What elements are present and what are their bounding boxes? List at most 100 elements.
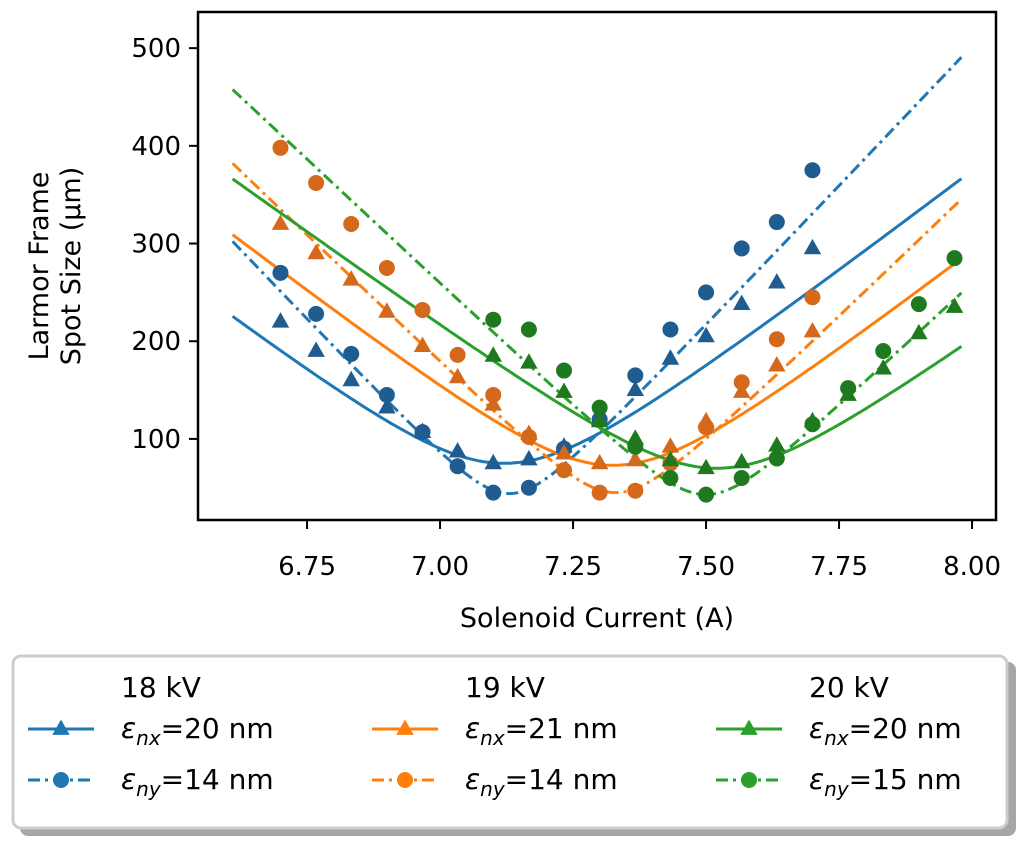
- series-0-point-7: [520, 449, 538, 466]
- legend: 18 kV εnx=20 nm εny=14 nm 19 kV εnx=21 nm εny…: [11, 654, 1016, 836]
- series-0-point-12: [697, 326, 715, 343]
- legend-header: 18 kV: [121, 671, 201, 704]
- series-5-point-10: [840, 380, 857, 397]
- series-5-point-4: [627, 438, 644, 455]
- series-5-point-9: [804, 416, 821, 433]
- series-3-fit-line: [231, 162, 963, 495]
- series-3-point-1: [308, 174, 325, 191]
- series-5-point-5: [662, 469, 679, 486]
- series-3-point-3: [378, 259, 395, 276]
- series-2-point-8: [555, 444, 573, 460]
- series-4-point-13: [945, 297, 964, 313]
- series-2-point-11: [661, 437, 680, 453]
- plot-area: [231, 56, 964, 503]
- y-tick-label: 400: [131, 132, 181, 162]
- legend-entry-label: εnx=20 nm: [121, 712, 274, 750]
- series-1-point-4: [414, 424, 431, 441]
- legend-marker-circle: [741, 772, 757, 788]
- series-0-point-11: [661, 349, 680, 365]
- series-0-point-15: [803, 238, 822, 255]
- series-3-point-15: [804, 289, 821, 306]
- legend-entry-label: εny=15 nm: [809, 763, 962, 801]
- legend-box: [11, 654, 1009, 830]
- legend-entry-label: εny=14 nm: [465, 763, 618, 801]
- series-0-point-0: [271, 312, 290, 328]
- y-axis-label-line1: Larmor Frame: [24, 172, 55, 361]
- series-5-point-7: [733, 469, 750, 486]
- series-4-point-8: [768, 436, 786, 452]
- x-tick-label: 7.75: [810, 552, 868, 582]
- legend-header: 20 kV: [809, 671, 889, 704]
- series-4-point-0: [484, 346, 502, 362]
- y-tick-label: 300: [131, 230, 181, 260]
- series-3-point-5: [449, 346, 466, 363]
- series-0-point-6: [484, 453, 502, 470]
- series-1-point-6: [485, 484, 502, 501]
- series-3-point-8: [556, 462, 573, 479]
- series-4-point-12: [910, 323, 928, 340]
- x-tick-label: 7.25: [544, 552, 602, 582]
- series-3-point-2: [343, 215, 360, 232]
- series-3-point-9: [591, 484, 608, 501]
- series-0-point-5: [448, 442, 467, 458]
- series-1-point-3: [378, 386, 395, 403]
- legend-marker-triangle: [740, 719, 758, 735]
- series-2-point-0: [271, 214, 290, 230]
- series-3-point-14: [768, 331, 785, 348]
- series-0-point-1: [307, 341, 325, 357]
- series-2-point-10: [626, 450, 645, 467]
- series-5-point-0: [485, 311, 502, 328]
- legend-entry-label: εnx=20 nm: [809, 712, 962, 750]
- series-0-point-3: [378, 398, 396, 414]
- x-tick-label: 6.75: [278, 552, 336, 582]
- series-1-point-15: [804, 162, 821, 179]
- series-0-point-10: [626, 380, 645, 396]
- series-2-point-15: [803, 321, 822, 338]
- series-4-point-11: [874, 359, 892, 375]
- series-4-point-7: [732, 452, 751, 469]
- series-5-point-3: [591, 399, 608, 416]
- series-2-point-14: [768, 356, 786, 372]
- legend-marker-triangle: [52, 719, 70, 735]
- series-5-point-12: [910, 296, 927, 313]
- x-tick-label: 8.00: [943, 552, 1001, 582]
- series-4-point-3: [590, 411, 609, 428]
- series-5-point-1: [520, 321, 537, 338]
- series-1-fit-line: [231, 56, 963, 496]
- series-5-point-8: [768, 450, 785, 467]
- series-1-point-14: [768, 214, 785, 231]
- series-2-point-2: [342, 270, 360, 286]
- series-2-point-5: [448, 367, 467, 384]
- legend-marker-triangle: [396, 719, 414, 735]
- series-2-point-4: [413, 336, 432, 352]
- series-0-point-2: [342, 370, 360, 387]
- series-3-point-12: [698, 419, 715, 436]
- series-1-point-12: [698, 284, 715, 301]
- series-1-point-1: [308, 305, 325, 322]
- legend-entry-label: εny=14 nm: [121, 763, 274, 801]
- series-1-point-5: [449, 458, 466, 475]
- series-4-point-5: [661, 450, 680, 467]
- x-tick-label: 7.50: [677, 552, 735, 582]
- series-1-point-7: [520, 479, 537, 496]
- series-5-point-6: [698, 486, 715, 503]
- series-5-point-2: [556, 362, 573, 379]
- series-3-point-7: [520, 428, 537, 445]
- x-axis: 6.75 7.00 7.25 7.50 7.75 8.00: [278, 520, 1001, 582]
- series-0-point-14: [768, 273, 786, 289]
- series-3-point-6: [485, 386, 502, 403]
- series-0-point-13: [732, 294, 751, 310]
- series-5-point-13: [946, 250, 963, 267]
- series-1-point-13: [733, 240, 750, 257]
- x-axis-label: Solenoid Current (A): [460, 603, 734, 634]
- series-group: [231, 56, 964, 503]
- series-3-point-4: [414, 301, 431, 318]
- series-2-point-9: [590, 453, 609, 470]
- series-4-point-6: [697, 458, 715, 475]
- series-5-point-11: [875, 342, 892, 359]
- axes-frame: [196, 10, 998, 522]
- series-2-point-1: [307, 243, 325, 260]
- legend-items: 18 kV εnx=20 nm εny=14 nm 19 kV εnx=21 nm εny…: [28, 671, 962, 801]
- legend-marker-circle: [53, 772, 69, 788]
